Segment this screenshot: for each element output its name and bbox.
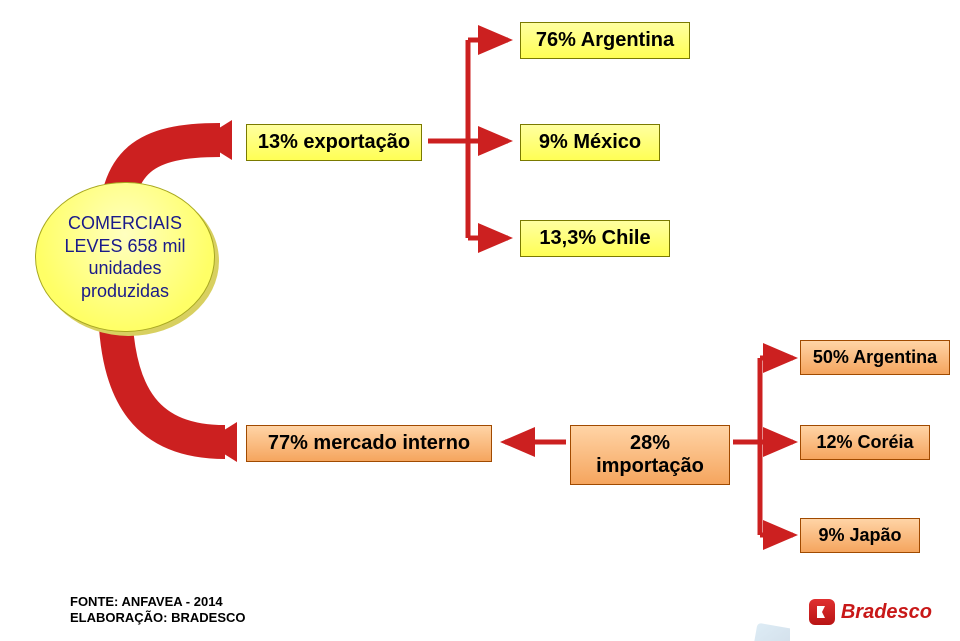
brand-icon: [809, 599, 835, 625]
footer-source: FONTE: ANFAVEA - 2014: [70, 594, 223, 609]
footer-elab: ELABORAÇÃO: BRADESCO: [70, 610, 246, 625]
box-mercado-interno: 77% mercado interno: [246, 425, 492, 462]
box-coreia: 12% Coréia: [800, 425, 930, 460]
source-line2: LEVES 658 mil: [64, 236, 185, 256]
box-mexico: 9% México: [520, 124, 660, 161]
box-exportacao: 13% exportação: [246, 124, 422, 161]
box-argentina-import: 50% Argentina: [800, 340, 950, 375]
source-line4: produzidas: [81, 281, 169, 301]
diagram-stage: COMERCIAIS LEVES 658 mil unidades produz…: [0, 0, 960, 641]
box-japao: 9% Japão: [800, 518, 920, 553]
box-argentina-export: 76% Argentina: [520, 22, 690, 59]
box-chile: 13,3% Chile: [520, 220, 670, 257]
box-importacao: 28% importação: [570, 425, 730, 485]
brand-name: Bradesco: [841, 601, 932, 624]
brand-logo: Bradesco: [809, 599, 932, 625]
source-line3: unidades: [88, 258, 161, 278]
page-number-decor: [750, 613, 790, 641]
source-line1: COMERCIAIS: [68, 213, 182, 233]
source-node: COMERCIAIS LEVES 658 mil unidades produz…: [35, 182, 215, 332]
